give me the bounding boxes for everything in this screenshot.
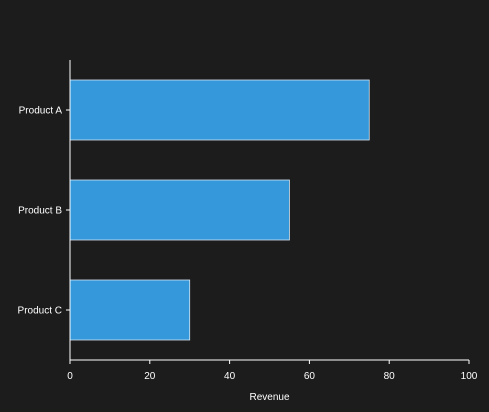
y-tick-label: Product C	[18, 306, 62, 317]
x-tick-label: 60	[304, 371, 316, 382]
x-ticks: 0 20 40 60 80 100	[67, 360, 478, 382]
bar-product-a	[69, 79, 370, 141]
x-tick-label: 20	[144, 371, 156, 382]
x-tick-label: 80	[384, 371, 396, 382]
x-tick-label: 100	[461, 371, 478, 382]
y-ticks: Product A Product B Product C	[18, 106, 70, 317]
x-tick-label: 0	[67, 371, 73, 382]
x-tick-label: 40	[224, 371, 236, 382]
bar-product-b	[69, 179, 290, 241]
x-axis-title: Revenue	[249, 392, 289, 403]
bars-layer	[69, 79, 370, 341]
y-tick-label: Product A	[19, 106, 63, 117]
bar-product-c	[69, 279, 191, 341]
y-tick-label: Product B	[18, 206, 62, 217]
